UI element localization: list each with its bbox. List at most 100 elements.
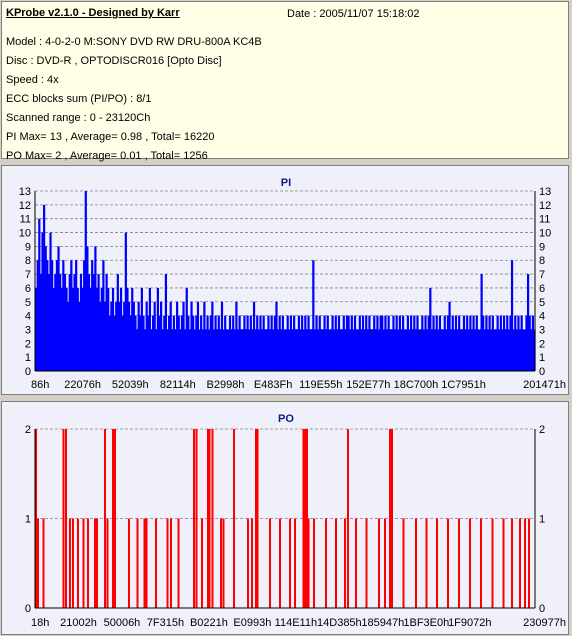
pi-bar — [448, 301, 451, 371]
pi-bar — [230, 329, 233, 371]
po-ytick-left: 0 — [25, 603, 31, 615]
pi-bar — [92, 274, 95, 371]
pi-bar — [153, 301, 156, 371]
pi-bar — [408, 329, 411, 371]
pi-bar — [249, 315, 252, 371]
pi-bar — [84, 191, 87, 371]
po-bar — [524, 518, 526, 608]
pi-ytick-right: 13 — [539, 186, 551, 198]
pi-ytick-right: 10 — [539, 228, 551, 240]
pi-ytick-right: 7 — [539, 269, 545, 281]
pi-ytick-right: 12 — [539, 200, 551, 212]
pi-bar — [172, 315, 176, 371]
pi-bar — [297, 315, 301, 371]
pi-bar — [246, 315, 249, 371]
pi-bar — [129, 315, 132, 371]
po-bar — [82, 518, 85, 608]
pi-ytick-left: 1 — [25, 352, 31, 364]
po-bar — [143, 518, 146, 608]
po-xtick-label: 1BF3E0h — [403, 617, 449, 629]
pi-ytick-right: 3 — [539, 324, 545, 336]
pi-bar — [385, 329, 389, 371]
pi-bar — [278, 315, 281, 371]
po-bar — [425, 518, 428, 608]
pi-bar — [501, 329, 504, 371]
pi-bar — [116, 274, 119, 371]
pi-xtick-label: 82114h — [160, 379, 196, 391]
pi-bar — [283, 329, 286, 371]
pi-bar — [217, 315, 220, 371]
pi-xtick-label: 52039h — [112, 379, 149, 391]
pi-bar — [357, 329, 360, 371]
pi-bar — [86, 246, 89, 371]
pi-bar — [135, 329, 139, 371]
pi-bar — [410, 315, 413, 371]
pi-bar — [486, 329, 490, 371]
po-bar — [145, 518, 148, 608]
pi-bar — [496, 315, 499, 371]
pi-bar — [222, 329, 225, 371]
pi-bar — [204, 329, 208, 371]
po-bar — [389, 429, 391, 608]
po-bar — [344, 518, 346, 608]
pi-bar — [238, 315, 241, 371]
pi-bar — [366, 329, 369, 371]
pi-xtick-label: B2998h — [207, 379, 245, 391]
pi-bar — [442, 329, 445, 371]
pi-bar — [458, 315, 461, 371]
po-ytick-right: 1 — [539, 514, 545, 526]
pi-bar — [530, 329, 533, 371]
pi-bar — [150, 329, 153, 371]
po-bar — [201, 518, 203, 608]
pi-bar — [265, 329, 268, 371]
po-bar — [35, 429, 37, 608]
pi-bar — [244, 329, 248, 371]
pi-bar — [369, 329, 373, 371]
pi-bar — [286, 315, 289, 371]
pi-bar — [83, 260, 86, 371]
pi-bar — [493, 329, 496, 371]
pi-xtick-label: 119E55h — [299, 379, 342, 391]
pi-bar — [164, 274, 168, 371]
pi-bar — [424, 315, 427, 371]
pi-bar — [211, 301, 214, 371]
pi-bar — [131, 287, 134, 371]
pi-bar — [475, 315, 478, 371]
pi-bar — [198, 329, 201, 371]
pi-bar — [523, 329, 526, 371]
po-bar — [415, 518, 417, 608]
pi-bar — [453, 329, 456, 371]
pi-bar — [158, 315, 161, 371]
pi-bar — [389, 329, 392, 371]
pi-bar — [36, 260, 39, 371]
pi-bar — [219, 329, 222, 371]
pi-bar — [434, 329, 437, 371]
pi-bar — [75, 260, 78, 371]
po-bar — [72, 518, 74, 608]
po-ytick-left: 2 — [25, 424, 31, 436]
pi-bar — [336, 329, 339, 371]
pi-ytick-left: 6 — [25, 283, 31, 295]
pi-bar — [139, 315, 142, 371]
po-ytick-right: 2 — [539, 424, 545, 436]
pi-ytick-right: 1 — [539, 352, 545, 364]
pi-bar — [401, 315, 405, 371]
pi-bar — [488, 315, 491, 371]
pi-bar — [140, 287, 143, 371]
pi-bar — [429, 287, 432, 371]
pi-bar — [416, 315, 419, 371]
po-bar — [436, 518, 438, 608]
po-bar — [207, 429, 209, 608]
po-bar — [220, 518, 222, 608]
pi-bar — [291, 329, 294, 371]
po-bar — [247, 518, 249, 608]
po-bar — [289, 518, 291, 608]
pi-bar — [353, 315, 357, 371]
pi-bar — [103, 301, 107, 371]
po-xtick-label: 1F9072h — [448, 617, 491, 629]
pi-bar — [132, 301, 135, 371]
pi-bar — [478, 329, 482, 371]
po-bar — [347, 429, 349, 608]
pi-bar — [180, 315, 184, 371]
pi-xtick-label: 18C700h — [394, 379, 439, 391]
